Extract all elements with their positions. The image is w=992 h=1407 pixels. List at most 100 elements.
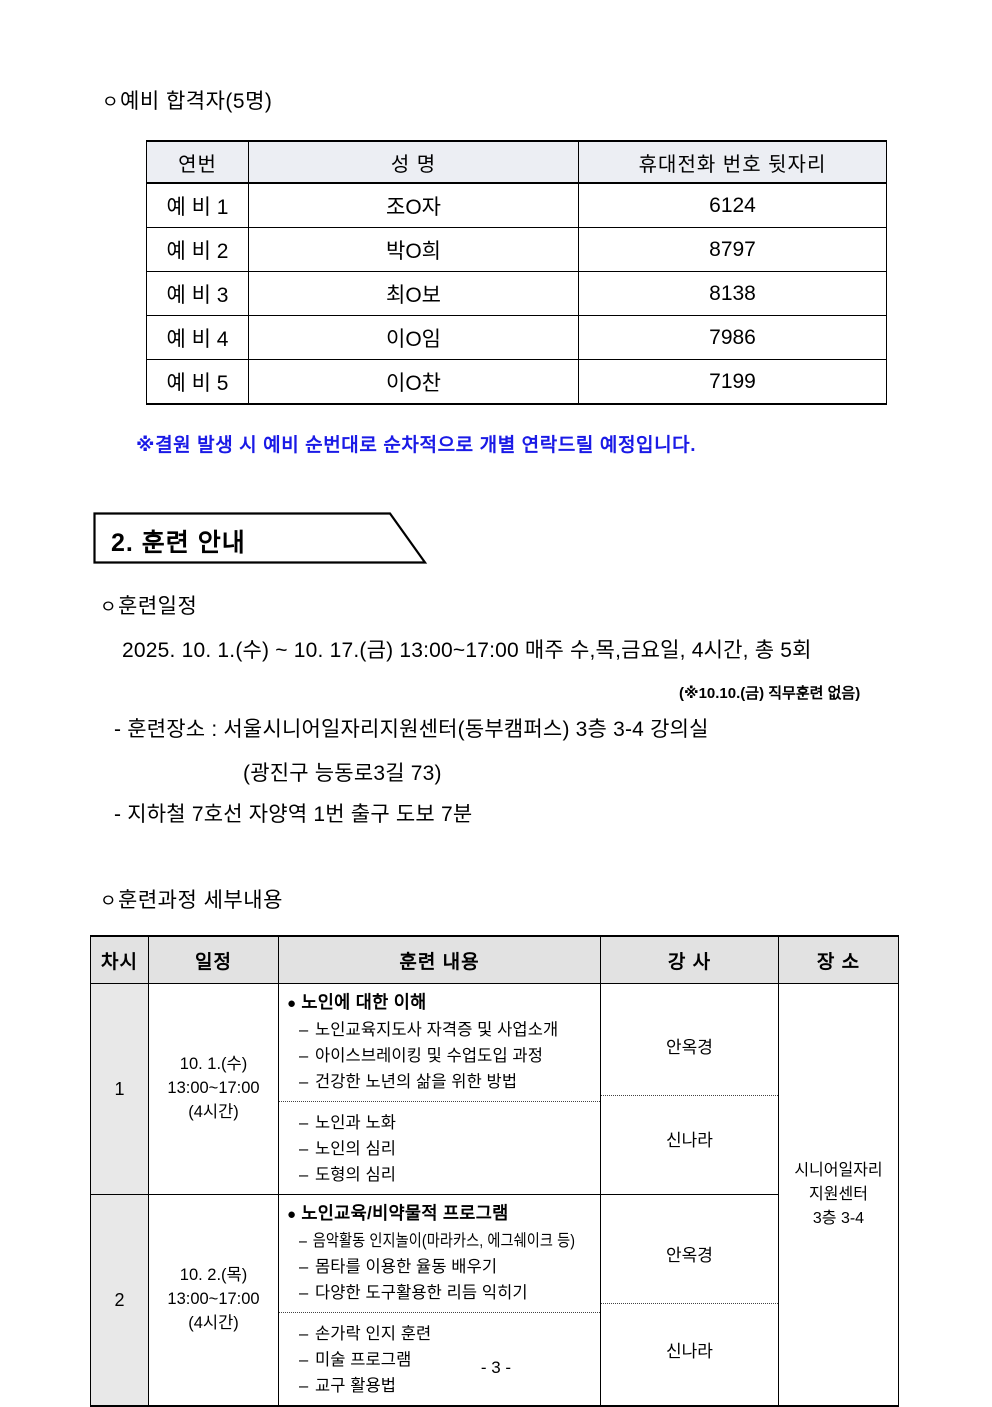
dash-icon: – xyxy=(299,1140,309,1158)
dash-icon: – xyxy=(299,1021,309,1039)
cell-instructors: 안옥경 신나라 xyxy=(600,983,779,1195)
curriculum-heading: ㅇ훈련과정 세부내용 xyxy=(100,884,283,914)
content-item: – 손가락 인지 훈련 xyxy=(299,1320,594,1344)
cell-index: 예 비 4 xyxy=(146,315,249,360)
content-item-text: 건강한 노년의 삶을 위한 방법 xyxy=(315,1073,518,1091)
place-line-3: 3층 3-4 xyxy=(812,1209,865,1227)
dash-icon: – xyxy=(299,1284,309,1302)
dash-icon: – xyxy=(299,1047,309,1065)
session-time: 13:00~17:00 xyxy=(167,1079,260,1098)
content-block-title-text: 노인교육/비약물적 프로그램 xyxy=(301,1203,509,1223)
content-item-text: 도형의 심리 xyxy=(315,1166,397,1184)
cell-name: 이O임 xyxy=(248,315,579,360)
instructor-name: 신나라 xyxy=(601,1302,778,1396)
content-item-text: 몸타를 이용한 율동 배우기 xyxy=(315,1258,498,1276)
content-item-text: 노인과 노화 xyxy=(315,1114,397,1132)
reserve-section-heading: ㅇ예비 합격자(5명) xyxy=(102,85,272,115)
content-item: – 노인교육지도사 자격증 및 사업소개 xyxy=(299,1016,594,1040)
content-item: – 음악활동 인지놀이(마라카스, 에그쉐이크 등) xyxy=(299,1227,575,1251)
table-header-row: 연번 성 명 휴대전화 번호 뒷자리 xyxy=(146,140,887,184)
cell-name: 조O자 xyxy=(248,182,579,228)
table-row: 예 비 5 이O찬 7199 xyxy=(146,359,887,405)
curriculum-heading-text: 훈련과정 세부내용 xyxy=(118,889,283,912)
cell-session-when: 10. 2.(목) 13:00~17:00 (4시간) xyxy=(148,1194,279,1407)
bullet-dot-icon: ● xyxy=(287,995,297,1012)
dash-icon: – xyxy=(299,1166,309,1184)
session-date: 10. 2.(목) xyxy=(179,1266,248,1285)
content-item: – 교구 활용법 xyxy=(299,1372,594,1396)
content-item-text: 음악활동 인지놀이(마라카스, 에그쉐이크 등) xyxy=(312,1232,576,1250)
content-block: ● 노인교육/비약물적 프로그램 – 음악활동 인지놀이(마라카스, 에그쉐이크 등… xyxy=(279,1195,600,1312)
cell-phone: 8797 xyxy=(578,227,887,272)
table-row: 1 10. 1.(수) 13:00~17:00 (4시간) ● 노인에 대한 이해… xyxy=(90,983,899,1407)
bullet-glyph: ㅇ xyxy=(100,891,118,911)
col-header-content: 훈련 내용 xyxy=(278,935,601,984)
cell-index: 예 비 1 xyxy=(146,182,249,228)
instructor-name: 신나라 xyxy=(601,1094,778,1182)
col-header-date: 일정 xyxy=(148,935,279,984)
section-banner-label: 2. 훈련 안내 xyxy=(111,529,246,557)
page-footer: - 3 - xyxy=(480,1358,512,1377)
content-item-text: 아이스브레이킹 및 수업도입 과정 xyxy=(315,1047,543,1065)
col-header-phone: 휴대전화 번호 뒷자리 xyxy=(578,140,887,184)
table-row: 예 비 1 조O자 6124 xyxy=(146,182,887,228)
col-header-index: 연번 xyxy=(146,140,249,184)
cell-phone: 6124 xyxy=(578,182,887,228)
curriculum-table: 차시 일정 훈련 내용 강 사 장 소 1 10. 1.(수) 13:00~17… xyxy=(90,935,899,1407)
cell-session-no: 2 xyxy=(90,1194,149,1407)
place-line-1: 시니어일자리 xyxy=(794,1161,883,1179)
dash-icon: – xyxy=(299,1351,309,1369)
table-row: 예 비 2 박O희 8797 xyxy=(146,227,887,272)
col-header-instructor: 강 사 xyxy=(600,935,779,984)
cell-name: 이O찬 xyxy=(248,359,579,405)
content-block: – 노인과 노화 – 노인의 심리 – 도형의 심리 xyxy=(279,1101,600,1194)
table-row: 2 10. 2.(목) 13:00~17:00 (4시간) ● 노인교육/비약물적… xyxy=(90,1194,899,1407)
bullet-glyph: ㅇ xyxy=(102,92,120,112)
content-item: – 미술 프로그램 xyxy=(299,1346,594,1370)
cell-index: 예 비 5 xyxy=(146,359,249,405)
schedule-main-line: 2025. 10. 1.(수) ~ 10. 17.(금) 13:00~17:00… xyxy=(122,639,812,662)
cell-session-content: ● 노인교육/비약물적 프로그램 – 음악활동 인지놀이(마라카스, 에그쉐이크 등… xyxy=(278,1194,601,1407)
banner-shape-icon xyxy=(93,512,428,564)
content-item: – 아이스브레이킹 및 수업도입 과정 xyxy=(299,1042,594,1066)
dash-icon: – xyxy=(299,1377,309,1395)
session-duration: (4시간) xyxy=(188,1102,239,1121)
cell-name: 박O희 xyxy=(248,227,579,272)
instructor-name: 안옥경 xyxy=(666,1246,713,1265)
content-item-text: 다양한 도구활용한 리듬 익히기 xyxy=(315,1284,528,1302)
content-item: – 다양한 도구활용한 리듬 익히기 xyxy=(299,1279,594,1303)
session-duration: (4시간) xyxy=(188,1313,239,1332)
cell-session-no: 1 xyxy=(90,983,149,1195)
content-block: – 손가락 인지 훈련 – 미술 프로그램 – 교구 활용법 xyxy=(279,1312,600,1405)
dash-icon: – xyxy=(299,1114,309,1132)
session-time: 13:00~17:00 xyxy=(167,1290,260,1309)
content-item-text: 노인의 심리 xyxy=(315,1140,397,1158)
content-block-title: ● 노인교육/비약물적 프로그램 xyxy=(287,1200,594,1225)
content-item: – 도형의 심리 xyxy=(299,1161,594,1185)
reserve-candidates-table: 연번 성 명 휴대전화 번호 뒷자리 예 비 1 조O자 6124 예 비 2 … xyxy=(146,140,887,405)
content-block-title-text: 노인에 대한 이해 xyxy=(301,992,427,1012)
cell-phone: 8138 xyxy=(578,271,887,316)
cell-name: 최O보 xyxy=(248,271,579,316)
content-block: ● 노인에 대한 이해 – 노인교육지도사 자격증 및 사업소개 – 아이스브레이킹 … xyxy=(279,984,600,1101)
content-item: – 건강한 노년의 삶을 위한 방법 xyxy=(299,1068,594,1092)
bullet-glyph: ㅇ xyxy=(100,597,118,617)
bullet-dot-icon: ● xyxy=(287,1206,297,1223)
cell-phone: 7986 xyxy=(578,315,887,360)
cell-index: 예 비 3 xyxy=(146,271,249,316)
session-date: 10. 1.(수) xyxy=(179,1055,248,1074)
instructor-name: 안옥경 xyxy=(666,1038,713,1057)
schedule-venue-address: (광진구 능동로3길 73) xyxy=(243,762,442,785)
content-item-text: 교구 활용법 xyxy=(315,1377,397,1395)
reserve-note: ※결원 발생 시 예비 순번대로 순차적으로 개별 연락드릴 예정입니다. xyxy=(136,435,697,456)
content-item-text: 미술 프로그램 xyxy=(315,1351,412,1369)
dash-icon: – xyxy=(299,1258,309,1276)
reserve-heading-text: 예비 합격자(5명) xyxy=(120,90,273,113)
content-item: – 노인과 노화 xyxy=(299,1109,594,1133)
content-item: – 몸타를 이용한 율동 배우기 xyxy=(299,1253,594,1277)
dash-icon: – xyxy=(299,1232,307,1250)
schedule-exception-note: (※10.10.(금) 직무훈련 없음) xyxy=(679,685,861,702)
cell-place: 시니어일자리 지원센터 3층 3-4 xyxy=(778,983,899,1407)
table-row: 예 비 3 최O보 8138 xyxy=(146,271,887,316)
